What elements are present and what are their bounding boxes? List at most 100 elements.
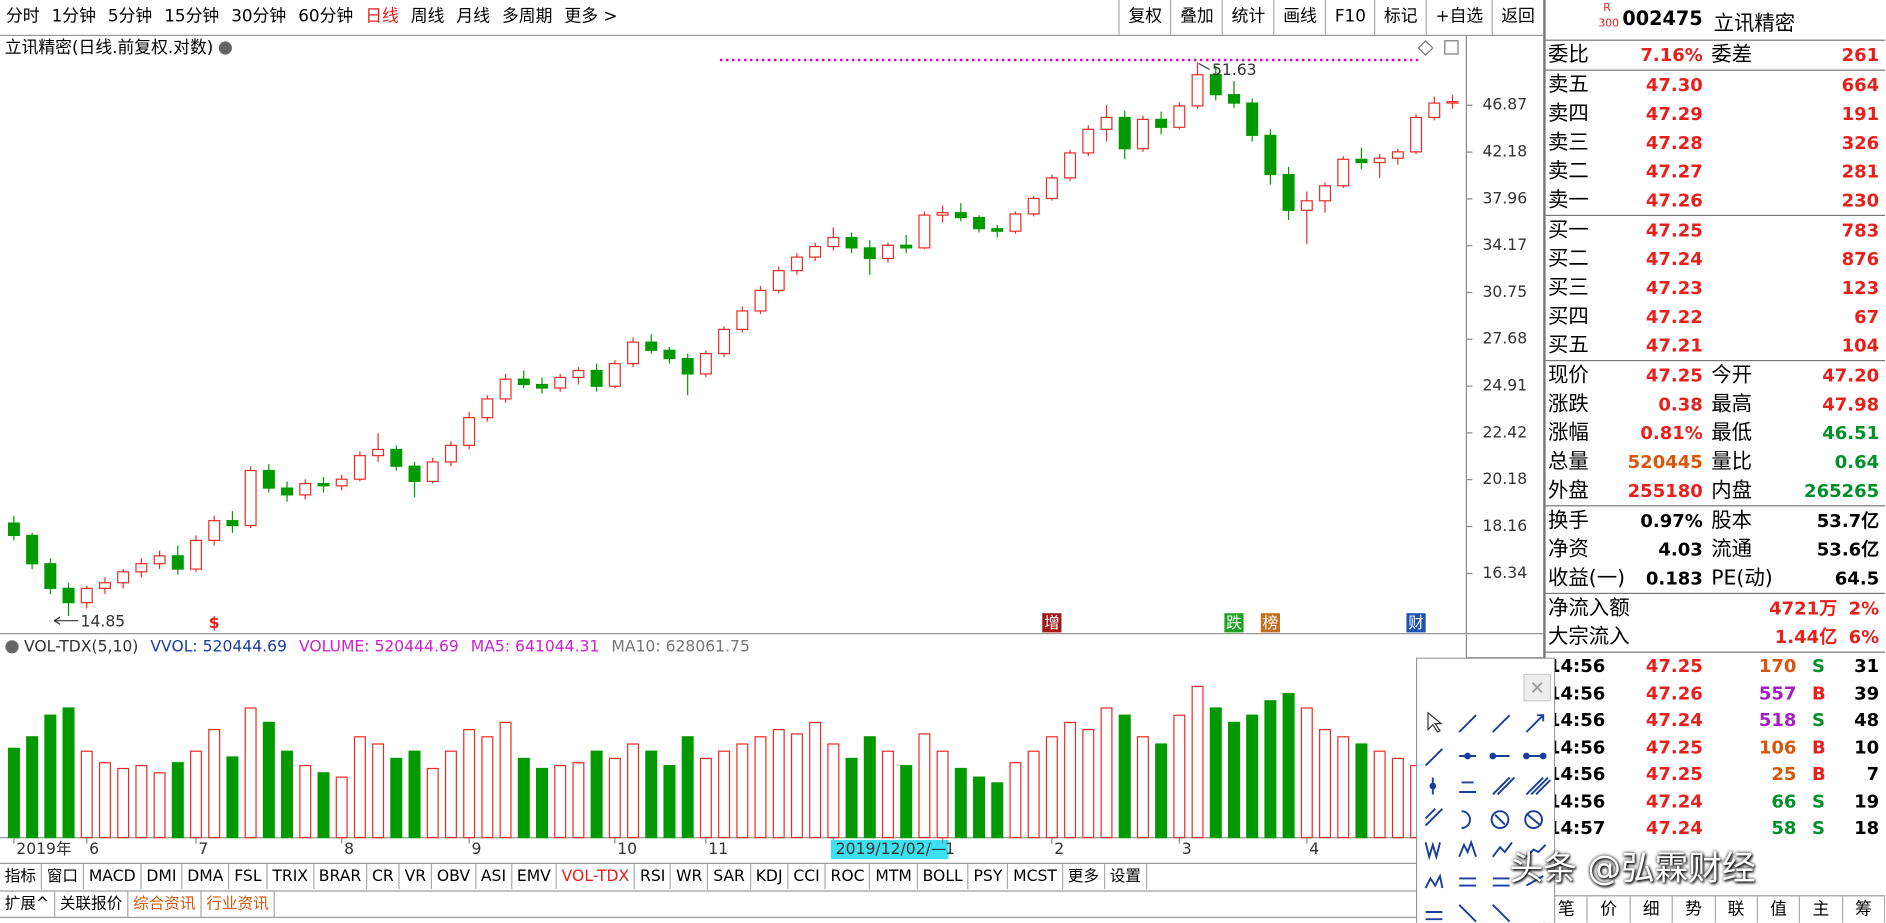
info-tab[interactable]: 行业资讯 [202,891,275,917]
panel-tab[interactable]: 主 [1800,896,1843,923]
toolbar-button[interactable]: 叠加 [1170,0,1222,35]
layout-icon[interactable] [1444,40,1459,55]
indicator-tab[interactable]: FSL [229,864,268,890]
candle-body [991,228,1004,232]
indicator-tab[interactable]: CR [367,864,400,890]
panel-tabs: 笔价细势联值主筹 [1545,895,1886,923]
period-tab[interactable]: 30分钟 [231,7,287,27]
volume-bar [881,750,894,839]
volume-bar [281,750,294,839]
candle-body [353,455,366,480]
trade-price: 47.25 [1645,736,1703,758]
indicator-tab[interactable]: 窗口 [42,864,85,890]
volume-bar [627,743,640,839]
field-label: 今开 [1711,363,1753,388]
indicator-tab[interactable]: VR [400,864,433,890]
indicator-tab[interactable]: CCI [789,864,826,890]
candle-body [572,369,585,379]
indicator-tab[interactable]: WR [671,864,709,890]
diamond-icon[interactable] [1417,39,1434,57]
period-tab[interactable]: 日线 [365,7,399,27]
flow-value: 4721万 [1769,597,1838,620]
panel-tab[interactable]: 价 [1588,896,1631,923]
panel-tab[interactable]: 筹 [1843,896,1886,923]
candle-body [845,236,858,249]
tool-icons[interactable] [1424,711,1552,923]
period-tab[interactable]: 5分钟 [107,7,153,27]
info-tab[interactable]: 综合资讯 [128,891,202,917]
x-tick-label: 4 [1309,840,1319,858]
indicator-tab[interactable]: MTM [871,864,918,890]
bid-book: 买一 47.25 783 买二 47.24 876 买三 47.23 123 买四 47.22 67 买… [1545,216,1886,362]
indicator-tab[interactable]: TRIX [268,864,314,890]
indicator-tab[interactable]: BRAR [314,864,368,890]
field-value: 4.03 [1658,538,1703,561]
period-tab[interactable]: 多周期 [501,7,553,27]
period-tab[interactable]: 1分钟 [51,7,96,27]
toolbar-button[interactable]: 画线 [1273,0,1326,35]
candle-body [1246,102,1259,136]
indicator-tab[interactable]: 更多 [1063,864,1105,890]
toolbar-button[interactable]: +自选 [1425,0,1492,35]
indicator-tab[interactable]: ASI [476,864,513,890]
period-tab[interactable]: 分时 [6,7,40,27]
indicator-tab[interactable]: RSI [635,864,672,890]
indicator-tab[interactable]: SAR [708,864,751,890]
quote-row: 14:56 47.24 66 S 19 [1546,788,1886,815]
candle-body [1209,74,1222,96]
indicator-tab[interactable]: ROC [826,864,871,890]
indicator-tab[interactable]: VOL-TDX [556,864,636,890]
indicator-tab[interactable]: DMA [182,864,230,890]
trade-side: S [1812,817,1825,839]
volume-bar [1009,762,1022,839]
volume-bar [736,743,749,839]
indicator-tab[interactable]: DMI [142,864,183,890]
trade-volume: 66 [1771,790,1797,812]
quote-row: 14:56 47.25 106 B 10 [1546,734,1886,761]
info-tab[interactable]: 关联报价 [55,891,129,917]
panel-tab[interactable]: 联 [1715,896,1758,923]
volume-bar [1373,750,1386,839]
toolbar-button[interactable]: 返回 [1491,0,1544,35]
period-tab[interactable]: 15分钟 [164,7,220,27]
period-tab[interactable]: 周线 [410,7,445,27]
indicator-tab[interactable]: MCST [1008,864,1063,890]
candle-body [627,341,640,365]
trade-side: S [1812,709,1825,731]
field-label: PE(动) [1711,566,1773,591]
toolbar-button[interactable]: F10 [1325,0,1374,35]
indicator-icon[interactable] [5,640,19,654]
cursor-date-bg [830,840,949,860]
volume-bar [1355,743,1368,839]
indicator-tab[interactable]: BOLL [918,864,969,890]
period-tab[interactable]: 月线 [456,7,490,27]
period-tab[interactable]: 60分钟 [298,7,354,27]
panel-tab[interactable]: 细 [1631,896,1673,923]
indicator-tab[interactable]: 指标 [0,864,43,890]
indicator-value: MA5: 641044.31 [471,637,600,655]
indicator-value: VOL-TDX(5,10) [24,637,138,655]
indicator-tab[interactable]: EMV [512,864,557,890]
low-label: 14.85 [81,612,126,630]
indicator-tab[interactable]: 设置 [1105,864,1148,890]
period-tab[interactable]: 更多 > [564,7,618,27]
volume-bar [1136,736,1149,839]
indicator-value: MA10: 628061.75 [611,637,750,655]
indicator-tab[interactable]: OBV [432,864,477,890]
watermark: 头条 @弘霖财经 [1509,848,1756,889]
info-tab[interactable]: 扩展^ [0,891,56,917]
toolbar-button[interactable]: 复权 [1118,0,1171,35]
volume-bar [426,767,439,839]
indicator-tab[interactable]: MACD [84,864,142,890]
panel-tab[interactable]: 笔 [1546,896,1589,923]
candle-body [645,341,658,351]
indicator-tab[interactable]: PSY [969,864,1009,890]
indicator-tab[interactable]: KDJ [751,864,789,890]
panel-tab[interactable]: 势 [1673,896,1716,923]
event-label: 跌 [1226,614,1242,632]
toolbar-button[interactable]: 统计 [1222,0,1274,35]
candle-body [1428,102,1441,119]
volume-bar [845,757,858,839]
toolbar-button[interactable]: 标记 [1374,0,1426,35]
panel-tab[interactable]: 值 [1758,896,1801,923]
